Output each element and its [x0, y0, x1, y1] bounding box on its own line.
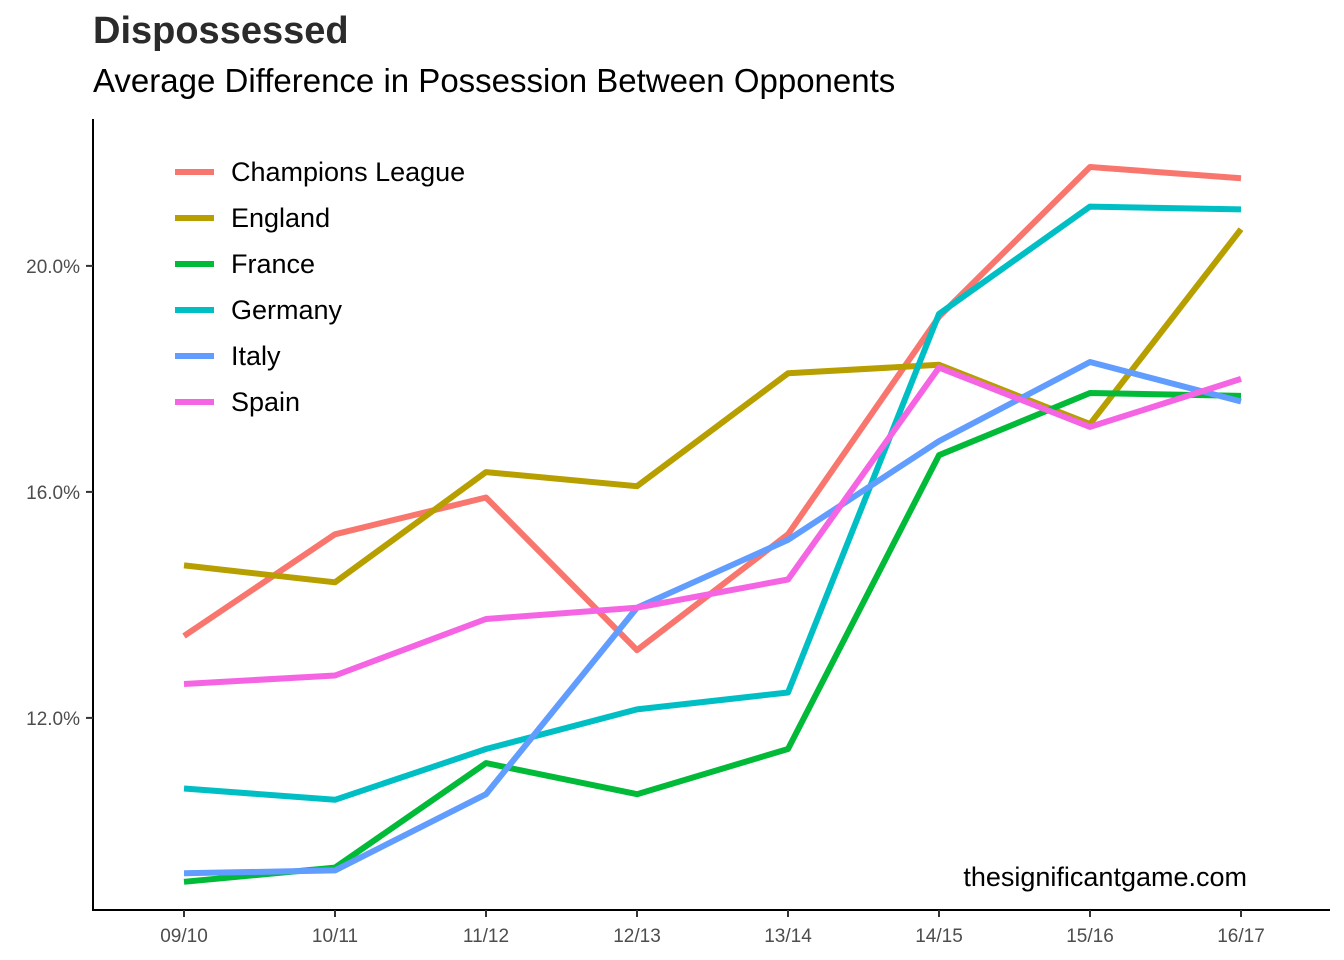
y-tick-label: 12.0%: [26, 709, 80, 730]
legend-item-germany: Germany: [175, 295, 343, 325]
x-tick-label: 15/16: [1066, 926, 1114, 947]
x-tick-label: 12/13: [613, 926, 661, 947]
axes: [92, 119, 1330, 911]
x-tick-label: 09/10: [160, 926, 208, 947]
series-lines: [182, 164, 1244, 885]
legend-label: Champions League: [231, 157, 465, 187]
chart-subtitle: Average Difference in Possession Between…: [93, 62, 896, 99]
y-tick-label: 16.0%: [26, 483, 80, 504]
legend-item-italy: Italy: [175, 341, 281, 371]
x-tick-label: 11/12: [463, 926, 509, 947]
y-ticks: 12.0% 16.0% 20.0%: [26, 257, 93, 730]
x-tick-label: 14/15: [915, 926, 963, 947]
legend: Champions League England France Germany Ital…: [175, 157, 465, 417]
series-line-italy: [183, 359, 1242, 877]
series-line-spain: [183, 364, 1242, 687]
legend-label: France: [231, 249, 315, 279]
chart-title: Dispossessed: [93, 10, 349, 52]
series-line-france: [183, 390, 1242, 885]
y-tick-label: 20.0%: [26, 257, 80, 278]
series-line-england: [183, 227, 1244, 586]
series-line-germany: [183, 203, 1242, 803]
legend-item-england: England: [175, 203, 330, 233]
x-tick-label: 10/11: [312, 926, 358, 947]
legend-label: Germany: [231, 295, 343, 325]
legend-item-spain: Spain: [175, 387, 300, 417]
watermark-annotation: thesignificantgame.com: [963, 862, 1247, 892]
x-ticks: 09/10 10/11 11/12 12/13 13/14 14/15 15/16 16/17: [160, 910, 1265, 947]
x-tick-label: 13/14: [764, 926, 812, 947]
legend-label: Italy: [231, 341, 281, 371]
legend-label: England: [231, 203, 330, 233]
legend-item-champions-league: Champions League: [175, 157, 465, 187]
legend-item-france: France: [175, 249, 315, 279]
x-tick-label: 16/17: [1217, 926, 1265, 947]
legend-label: Spain: [231, 387, 300, 417]
